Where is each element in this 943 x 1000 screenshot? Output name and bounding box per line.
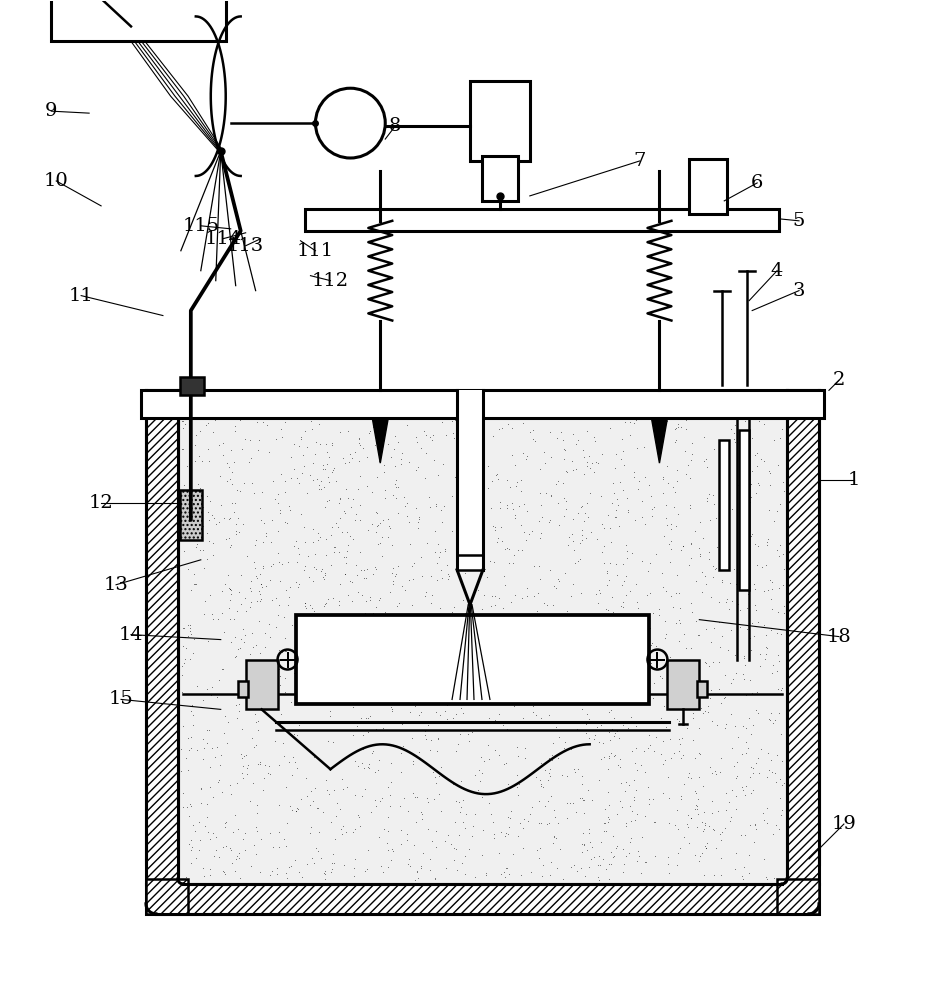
Text: 8: 8 <box>389 117 402 135</box>
Text: 113: 113 <box>227 237 264 255</box>
Text: 115: 115 <box>182 217 220 235</box>
Bar <box>482 156 518 201</box>
Bar <box>697 681 707 697</box>
Bar <box>51 0 225 41</box>
Text: 19: 19 <box>832 815 856 833</box>
Text: 4: 4 <box>771 262 784 280</box>
Text: 12: 12 <box>89 494 113 512</box>
Text: 13: 13 <box>104 576 128 594</box>
Bar <box>141 390 824 418</box>
Bar <box>146 390 178 884</box>
Polygon shape <box>372 418 389 463</box>
Text: 14: 14 <box>119 626 143 644</box>
Text: 5: 5 <box>793 212 805 230</box>
Bar <box>180 490 202 540</box>
Circle shape <box>316 88 386 158</box>
Bar <box>739 430 749 590</box>
Text: 10: 10 <box>44 172 69 190</box>
Bar <box>146 879 188 914</box>
Text: 112: 112 <box>312 272 349 290</box>
Text: 9: 9 <box>45 102 58 120</box>
Text: 7: 7 <box>634 152 646 170</box>
Bar <box>178 390 787 884</box>
Bar <box>668 660 700 709</box>
Text: 6: 6 <box>751 174 763 192</box>
Bar <box>458 390 482 570</box>
Bar <box>787 390 819 884</box>
Polygon shape <box>652 418 668 463</box>
Bar <box>238 681 248 697</box>
Bar <box>470 81 530 161</box>
Text: 3: 3 <box>793 282 805 300</box>
Bar <box>689 159 727 214</box>
Text: 111: 111 <box>297 242 334 260</box>
Bar <box>180 377 204 395</box>
Text: 18: 18 <box>827 628 852 646</box>
Bar <box>777 879 819 914</box>
Bar <box>720 440 729 570</box>
Text: 1: 1 <box>848 471 860 489</box>
Text: 114: 114 <box>205 230 241 248</box>
Bar <box>295 615 650 704</box>
Bar <box>310 623 635 696</box>
Bar <box>246 660 277 709</box>
Text: 2: 2 <box>833 371 845 389</box>
Bar <box>146 884 819 914</box>
Bar <box>306 209 779 231</box>
Text: 11: 11 <box>69 287 93 305</box>
Text: 15: 15 <box>108 690 133 708</box>
